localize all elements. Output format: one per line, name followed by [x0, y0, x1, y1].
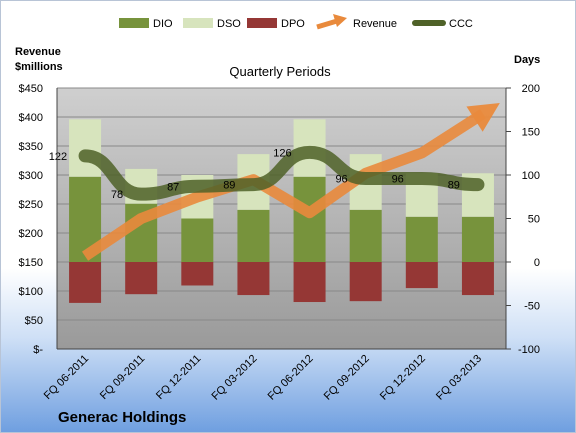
legend-label-revenue: Revenue — [353, 18, 397, 30]
bar-dpo — [125, 262, 158, 295]
left-tick-label: $300 — [19, 170, 43, 182]
left-tick-label: $200 — [19, 228, 43, 240]
right-tick-label: 100 — [522, 170, 540, 182]
ccc-data-label: 87 — [167, 181, 179, 193]
legend-label-ccc: CCC — [449, 18, 473, 30]
ccc-data-label: 126 — [273, 147, 291, 159]
legend-swatch-dio — [119, 18, 149, 28]
x-tick-label: FQ 12-2012 — [378, 353, 428, 403]
revenue-layer — [81, 102, 500, 261]
left-tick-label: $350 — [19, 141, 43, 153]
left-tick-label: $250 — [19, 199, 43, 211]
legend-swatch-dso — [183, 18, 213, 28]
right-tick-label: 200 — [522, 83, 540, 95]
right-tick-label: 0 — [534, 257, 540, 269]
bar-dso — [69, 119, 102, 177]
left-tick-label: $100 — [19, 286, 43, 298]
bar-dio — [349, 209, 382, 262]
bar-dpo — [293, 262, 326, 303]
right-axis-title: Days — [514, 54, 540, 66]
legend: DIO DSO DPO Revenue CCC — [119, 14, 473, 30]
plot-area — [57, 88, 506, 349]
left-tick-label: $150 — [19, 257, 43, 269]
legend-label-dso: DSO — [217, 18, 241, 30]
ccc-data-label: 96 — [392, 173, 404, 185]
right-tick-label: -50 — [524, 301, 540, 313]
legend-swatch-revenue-head — [333, 14, 347, 27]
left-tick-label: $50 — [25, 315, 43, 327]
x-tick-label: FQ 03-2013 — [434, 353, 484, 403]
bar-dio — [293, 176, 326, 262]
right-tick-label: -100 — [518, 344, 540, 356]
bar-dio — [405, 216, 438, 262]
ccc-data-label: 122 — [49, 151, 67, 163]
ccc-data-label: 96 — [335, 173, 347, 185]
left-axis-title-line1: Revenue — [15, 46, 61, 58]
revenue-line — [81, 109, 486, 261]
x-tick-label: FQ 09-2011 — [98, 353, 147, 402]
x-tick-label: FQ 06-2011 — [42, 353, 91, 402]
ccc-data-label: 89 — [448, 180, 460, 192]
x-axis: FQ 06-2011 FQ 09-2011 FQ 12-2011 FQ 03-2012… — [42, 348, 506, 403]
x-tick-label: FQ 12-2011 — [154, 353, 203, 402]
ccc-data-label: 89 — [223, 180, 235, 192]
left-tick-label: $450 — [19, 83, 43, 95]
right-tick-label: 50 — [528, 214, 540, 226]
left-tick-label: $400 — [19, 112, 43, 124]
bar-dpo — [461, 262, 494, 296]
right-tick-label: 150 — [522, 127, 540, 139]
bar-dio — [461, 216, 494, 262]
legend-swatch-revenue-line — [316, 18, 338, 30]
left-axis: $450 $400 $350 $300 $250 $200 $150 $100 $50 $- — [19, 83, 58, 356]
legend-label-dpo: DPO — [281, 18, 305, 30]
legend-label-dio: DIO — [153, 18, 173, 30]
revenue-arrowhead — [466, 102, 500, 132]
bar-dpo — [349, 262, 382, 302]
legend-swatch-dpo — [247, 18, 277, 28]
bar-dio — [237, 209, 270, 262]
bar-dpo — [69, 262, 102, 303]
bar-dpo — [181, 262, 214, 286]
right-axis: 200 150 100 50 0 -50 -100 — [505, 83, 540, 356]
ccc-data-label: 78 — [111, 189, 123, 201]
x-tick-label: FQ 06-2012 — [266, 353, 316, 403]
chart-title: Quarterly Periods — [229, 64, 331, 79]
x-tick-label: FQ 03-2012 — [210, 353, 260, 403]
company-name: Generac Holdings — [58, 409, 186, 426]
left-axis-title-line2: $millions — [15, 61, 63, 73]
bar-dio — [181, 218, 214, 262]
ccc-layer: 122 78 87 89 126 96 96 89 — [49, 145, 485, 201]
bar-dpo — [405, 262, 438, 289]
bar-dpo — [237, 262, 270, 296]
ccc-line — [78, 145, 485, 201]
left-tick-label: $- — [33, 344, 43, 356]
x-tick-label: FQ 09-2012 — [322, 353, 372, 403]
